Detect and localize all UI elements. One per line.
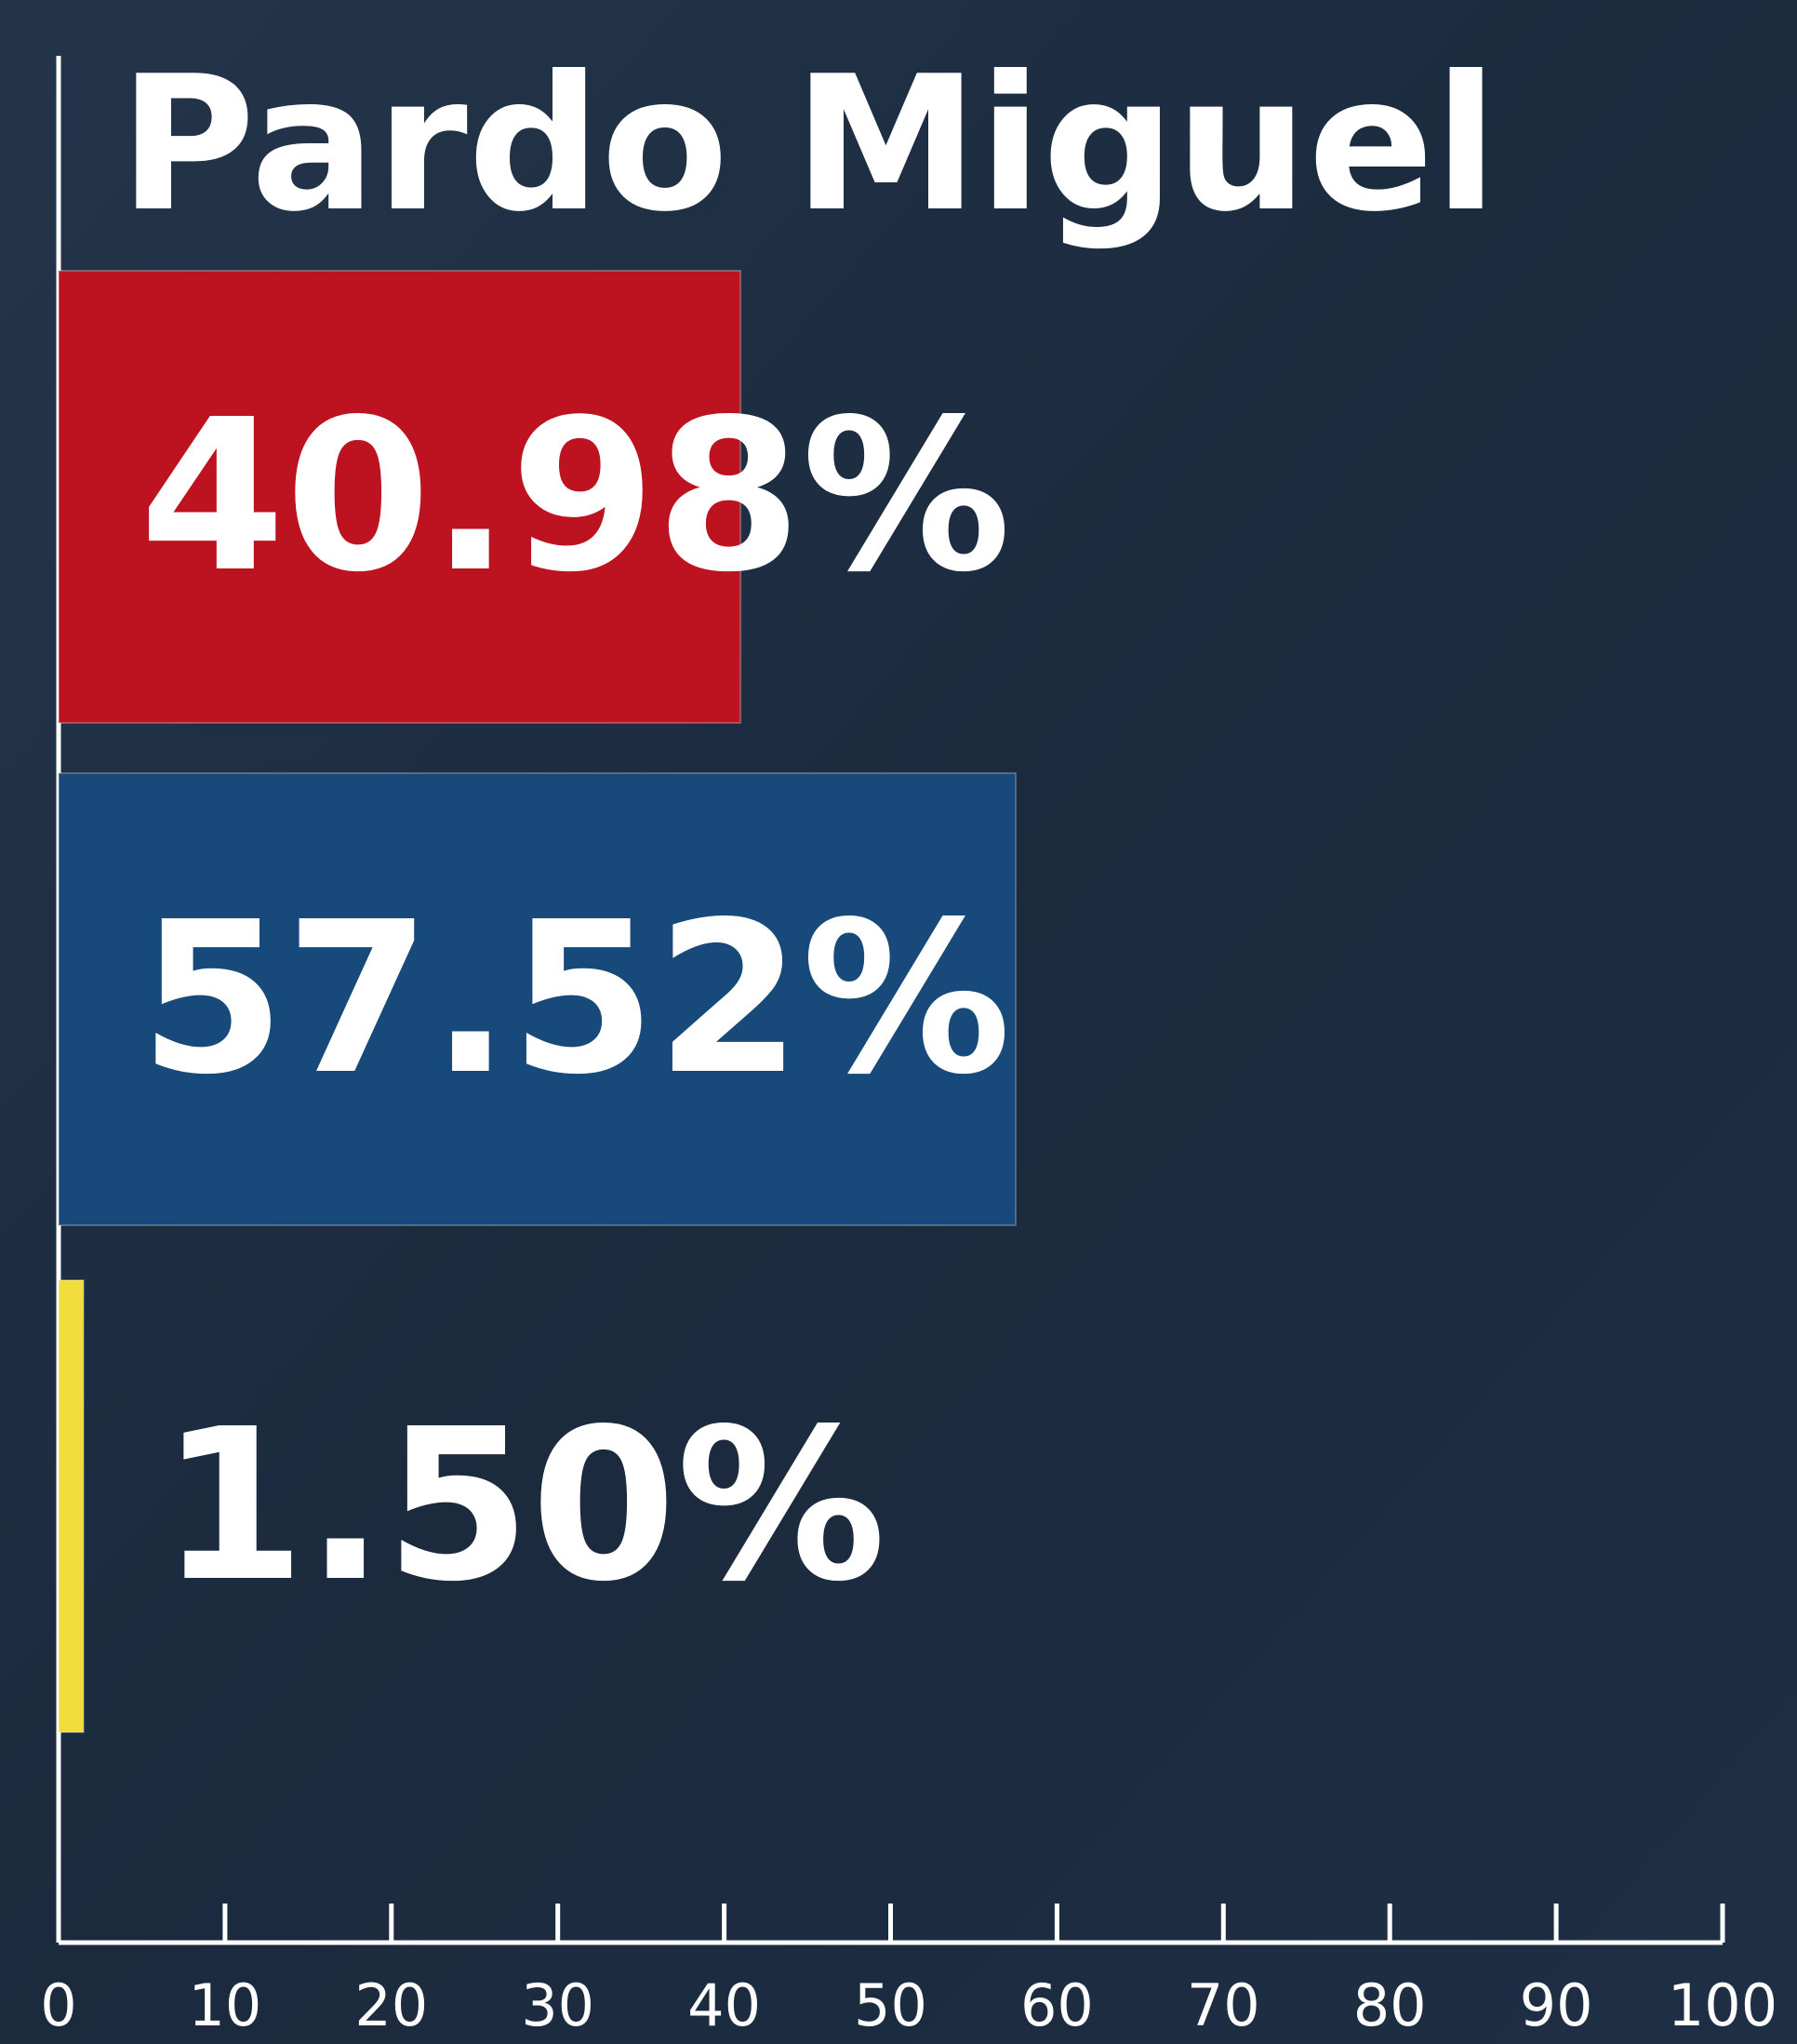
bar xyxy=(58,772,1018,1226)
x-tick-label: 50 xyxy=(854,1971,927,2039)
bar xyxy=(58,1279,85,1733)
bar xyxy=(58,270,742,724)
x-tick-label: 90 xyxy=(1520,1971,1593,2039)
chart-title: Pardo Miguel xyxy=(119,36,1498,253)
x-tick-label: 70 xyxy=(1187,1971,1260,2039)
x-tick-label: 0 xyxy=(40,1971,76,2039)
x-tick-label: 40 xyxy=(687,1971,761,2039)
x-tick-label: 20 xyxy=(354,1971,428,2039)
value-label: 57.52% xyxy=(140,877,1011,1121)
x-tick-label: 10 xyxy=(188,1971,261,2039)
value-label: 1.50% xyxy=(160,1384,886,1628)
x-tick-label: 100 xyxy=(1668,1971,1777,2039)
x-tick-label: 30 xyxy=(521,1971,594,2039)
x-tick-label: 80 xyxy=(1353,1971,1427,2039)
value-label: 40.98% xyxy=(140,375,1011,619)
x-tick-label: 60 xyxy=(1020,1971,1094,2039)
